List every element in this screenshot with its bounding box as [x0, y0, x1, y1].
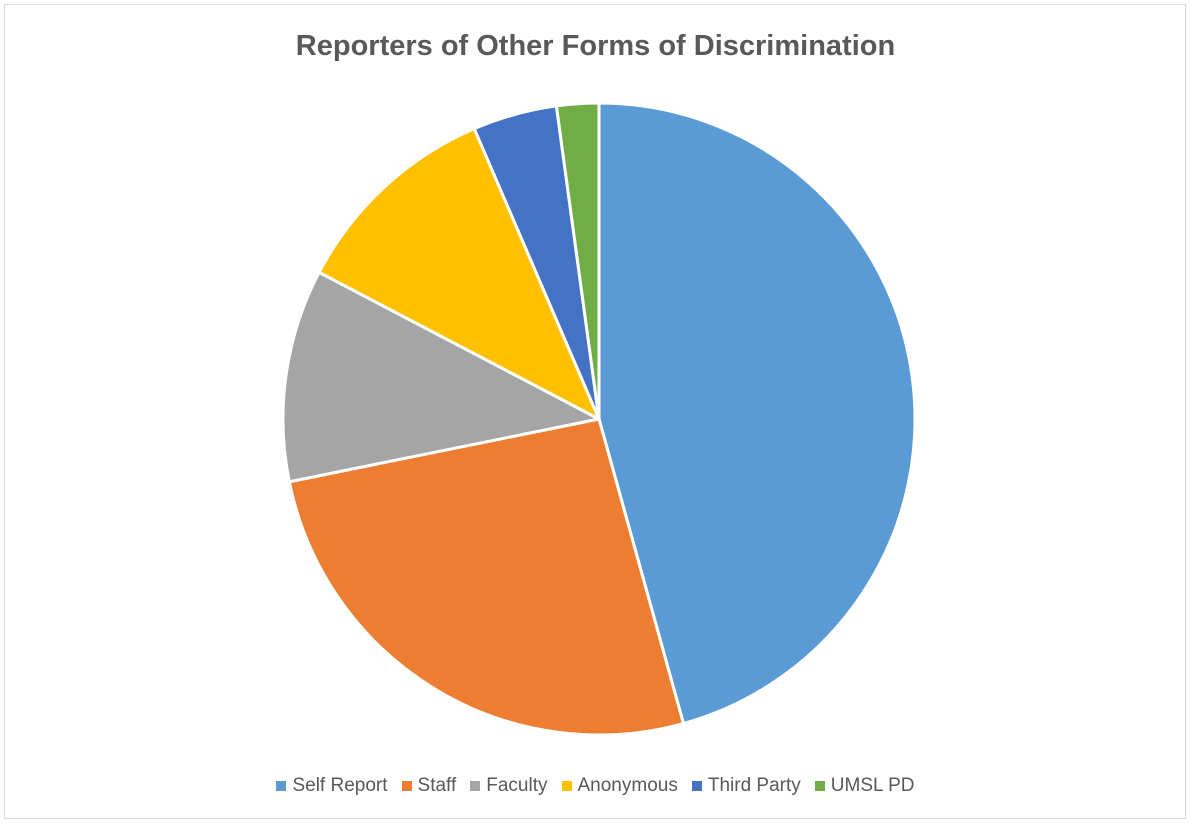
- legend-label-anonymous: Anonymous: [577, 775, 678, 796]
- legend-item-staff: Staff: [401, 775, 457, 797]
- legend-label-third-party: Third Party: [707, 775, 801, 796]
- pie-slice-anonymous: [317, 127, 601, 421]
- legend-item-third-party: Third Party: [691, 775, 801, 797]
- legend-item-self-report: Self Report: [276, 775, 388, 797]
- pie-slice-self-report: [597, 101, 917, 726]
- pie-slice-faculty: [281, 270, 601, 484]
- legend-swatch-third-party: [691, 781, 702, 791]
- legend-swatch-faculty: [470, 781, 481, 791]
- legend-label-umsl-pd: UMSL PD: [830, 775, 915, 796]
- legend-swatch-umsl-pd: [814, 781, 825, 791]
- legend-item-anonymous: Anonymous: [561, 775, 678, 797]
- legend-item-faculty: Faculty: [470, 775, 548, 797]
- legend-swatch-self-report: [276, 781, 287, 791]
- legend-label-faculty: Faculty: [486, 775, 548, 796]
- legend-label-self-report: Self Report: [292, 775, 388, 796]
- legend-label-staff: Staff: [417, 775, 457, 796]
- pie-slice-staff: [287, 417, 685, 737]
- pie-slice-umsl-pd: [554, 101, 601, 421]
- legend-swatch-staff: [401, 781, 412, 791]
- legend-item-umsl-pd: UMSL PD: [814, 775, 915, 797]
- legend-swatch-anonymous: [561, 781, 572, 791]
- chart-title: Reporters of Other Forms of Discriminati…: [295, 30, 896, 62]
- legend: Self Report Staff Faculty Anonymous Third Pa…: [0, 775, 1191, 797]
